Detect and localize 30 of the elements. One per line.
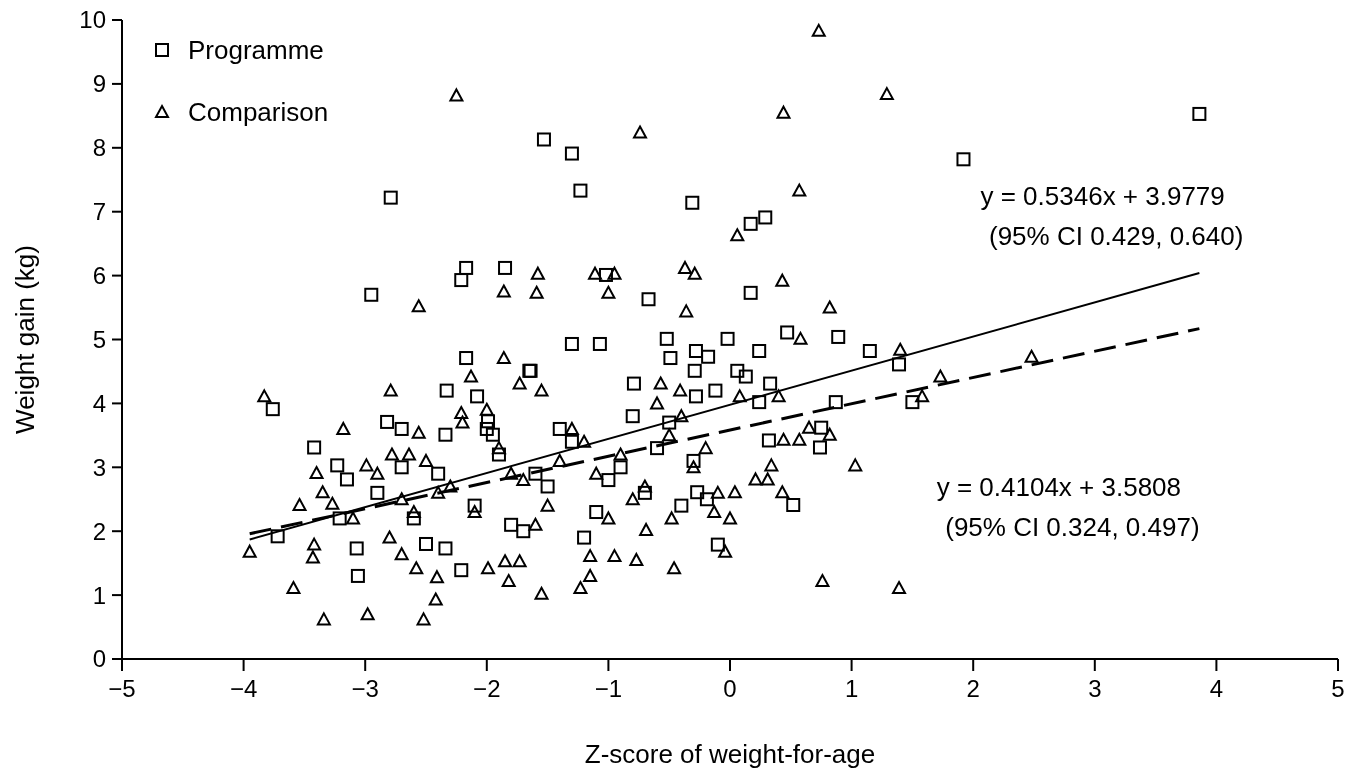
y-tick-label: 10 xyxy=(79,6,106,34)
x-tick-label: 0 xyxy=(723,675,737,702)
annotation: (95% CI 0.429, 0.640) xyxy=(989,220,1244,251)
y-tick-label: 2 xyxy=(92,517,106,545)
x-axis-title: Z-score of weight-for-age xyxy=(584,739,876,769)
x-tick-label: −1 xyxy=(594,675,623,702)
annotation: y = 0.4104x + 3.5808 xyxy=(936,472,1182,503)
y-tick-label: 7 xyxy=(92,198,106,226)
x-tick-label: 5 xyxy=(1331,675,1345,702)
y-tick-label: 8 xyxy=(92,134,106,162)
x-tick-label: −2 xyxy=(473,675,501,702)
legend-label: Comparison xyxy=(188,97,329,128)
x-tick-label: −3 xyxy=(351,675,379,702)
y-tick-label: 3 xyxy=(92,453,106,481)
x-tick-label: 1 xyxy=(844,675,859,702)
x-tick-label: 2 xyxy=(966,675,980,702)
y-axis-title: Weight gain (kg) xyxy=(10,245,40,434)
x-tick-label: −5 xyxy=(108,675,136,702)
y-tick-label: 4 xyxy=(92,389,106,417)
x-tick-label: 3 xyxy=(1088,675,1102,702)
annotation: y = 0.5346x + 3.9779 xyxy=(980,181,1225,212)
y-tick-label: 6 xyxy=(92,262,106,289)
y-tick-label: 5 xyxy=(92,325,106,353)
y-tick-label: 0 xyxy=(92,645,106,673)
x-tick-label: −4 xyxy=(229,675,258,702)
x-tick-label: 4 xyxy=(1209,675,1224,702)
annotation: (95% CI 0.324, 0.497) xyxy=(945,511,1200,542)
y-tick-label: 9 xyxy=(92,70,106,98)
y-tick-label: 1 xyxy=(92,581,106,609)
legend-label: Programme xyxy=(188,35,324,66)
